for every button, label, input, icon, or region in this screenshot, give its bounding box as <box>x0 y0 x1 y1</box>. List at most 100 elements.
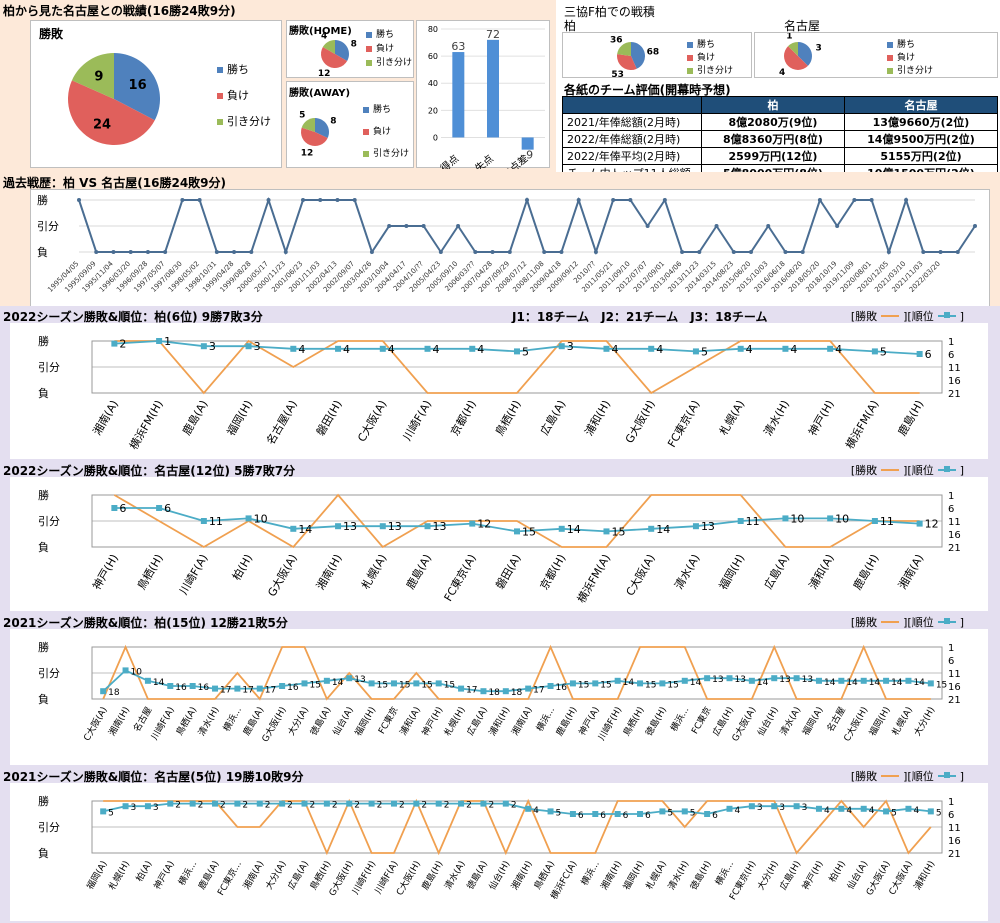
legend-entry: 負け <box>217 87 249 103</box>
season-rank-label: 3 <box>779 803 785 813</box>
legend-entry: 勝ち <box>687 37 715 50</box>
season-rank-label: 14 <box>690 678 702 688</box>
season-rank-marker <box>547 808 554 815</box>
season-rank-label: 4 <box>913 806 919 816</box>
season-opponent-label: 大分(H) <box>755 859 781 893</box>
season-rank-label: 3 <box>131 803 137 813</box>
season-opponent-label: 鳥栖(H) <box>307 859 333 893</box>
season-rank-marker <box>726 805 733 812</box>
season-rank-marker <box>189 800 196 807</box>
season-opponent-label: 鳥栖(A) <box>531 859 557 892</box>
season-opponent-label: 福岡(A) <box>84 859 110 892</box>
season-rank-marker <box>413 680 420 687</box>
season-rank-label: 2 <box>287 801 293 811</box>
season-opponent-label: 名古屋 <box>824 705 848 734</box>
goal-bar <box>521 137 534 150</box>
season-rank-marker <box>200 518 207 524</box>
legend-label: 負け <box>376 44 395 54</box>
season-rank-label: 2 <box>377 801 383 811</box>
season-rank-marker <box>614 677 621 684</box>
season-opponent-label: 柏(H) <box>229 552 255 583</box>
season-rank-label: 15 <box>600 680 611 690</box>
goal-axis-tick: 80 <box>428 25 438 34</box>
season-rank-marker <box>335 523 342 530</box>
legend-entry: 勝ち <box>217 61 249 77</box>
season-rank-label: 14 <box>913 678 925 688</box>
legend-label: 引き分け <box>376 58 413 68</box>
season-y-label: 勝 <box>38 640 49 654</box>
season-rank-tick: 1 <box>948 797 954 808</box>
season-rank-tick: 6 <box>948 504 954 515</box>
history-point <box>318 198 323 202</box>
legend-entry: 負け <box>687 50 715 63</box>
season-opponent-label: 福岡(H) <box>224 398 256 439</box>
season-opponent-label: 横浜... <box>668 705 692 734</box>
season-rank-label: 2 <box>488 801 494 811</box>
eval-row-label: 2022/年俸総額(2月時) <box>562 130 702 148</box>
season-rank-label: 4 <box>433 343 440 356</box>
history-point <box>852 198 857 202</box>
mitsukyo-kashiwa-label: 柏 <box>564 19 577 33</box>
season-rank-label: 5 <box>880 345 887 358</box>
season-rank-marker <box>905 805 912 812</box>
history-point <box>886 250 891 254</box>
season-opponent-label: 福岡(H) <box>716 552 748 593</box>
history-y-label: 勝 <box>37 193 48 207</box>
season-rank-label: 16 <box>175 683 187 693</box>
season-rank-marker <box>637 680 644 687</box>
legend-result-label: [勝敗 <box>850 310 878 323</box>
season-rank-label: 17 <box>265 686 276 696</box>
mitsukyo-nagoya-pie-slice-label: 4 <box>779 68 785 78</box>
history-point <box>369 250 374 254</box>
season-rank-marker <box>100 808 107 815</box>
season-opponent-label: 札幌(A) <box>643 859 669 892</box>
away-pie-slice-label: 5 <box>299 111 305 121</box>
legend-rank-swatch <box>937 312 956 318</box>
history-point <box>266 198 271 202</box>
record-summary-title: 柏から見た名古屋との戦績(16勝24敗9分) <box>3 4 236 18</box>
season-opponent-label: FC東京(A) <box>441 552 479 604</box>
season-rank-label: 16 <box>287 683 299 693</box>
season-rank-marker <box>368 800 375 807</box>
season-opponent-label: 横浜... <box>220 705 244 734</box>
legend-rank-swatch <box>937 618 956 624</box>
season-rank-label: 10 <box>790 512 804 525</box>
season-opponent-label: 広島(A) <box>285 859 311 892</box>
eval-kashiwa-value: 8億8360万円(8位) <box>701 130 845 148</box>
eval-nagoya-value: 5155万円(2位) <box>843 147 999 165</box>
mitsukyo-kashiwa-pie-slice <box>631 42 645 69</box>
season-rank-label: 18 <box>108 688 120 698</box>
main-pie-chart: 16 24 9 <box>67 53 160 146</box>
mitsukyo-title: 三協F柏での戦積 <box>564 5 655 19</box>
mitsukyo-kashiwa-pie-slice <box>617 54 637 70</box>
season-rank-marker <box>782 345 789 352</box>
season-rank-label: 14 <box>656 523 670 536</box>
season-rank-label: 2 <box>198 801 204 811</box>
league-note: J1：18チーム J2：21チーム J3：18チーム <box>512 310 768 324</box>
legend-rank-label: ][順位 <box>903 310 934 323</box>
season-rank-marker <box>827 345 834 352</box>
season-opponent-label: 清水(H) <box>195 705 221 739</box>
season-y-label: 負 <box>38 847 49 860</box>
season-rank-tick: 16 <box>948 376 961 387</box>
season-rank-label: 18 <box>511 688 523 698</box>
season-rank-marker <box>648 345 655 352</box>
season-opponent-label: G大阪(A) <box>264 552 299 599</box>
legend-entry: 引き分け <box>687 63 733 76</box>
season-rank-tick: 6 <box>948 350 954 361</box>
season-opponent-label: 徳島(A) <box>307 705 333 738</box>
season-panel-2021-kashiwa: 2021シーズン勝敗&順位：柏(15位) 12勝21敗5分 勝引分負 1 6 11 16… <box>0 612 1000 766</box>
season-opponent-label: 清水(H) <box>665 859 691 893</box>
season-rank-marker <box>547 683 554 689</box>
season-rank-marker <box>245 515 252 522</box>
away-pie-box: 勝敗(AWAY) 8 12 5 勝ち 負け 引き分け <box>286 81 414 168</box>
legend-swatch <box>366 31 372 38</box>
legend-swatch <box>217 119 223 125</box>
season-rank-label: 14 <box>846 678 858 688</box>
main-pie-slice <box>67 80 155 146</box>
away-pie-slice <box>301 118 315 132</box>
season-rank-label: 4 <box>477 343 484 356</box>
season-rank-label: 16 <box>556 683 568 693</box>
season-rank-marker <box>100 688 107 695</box>
